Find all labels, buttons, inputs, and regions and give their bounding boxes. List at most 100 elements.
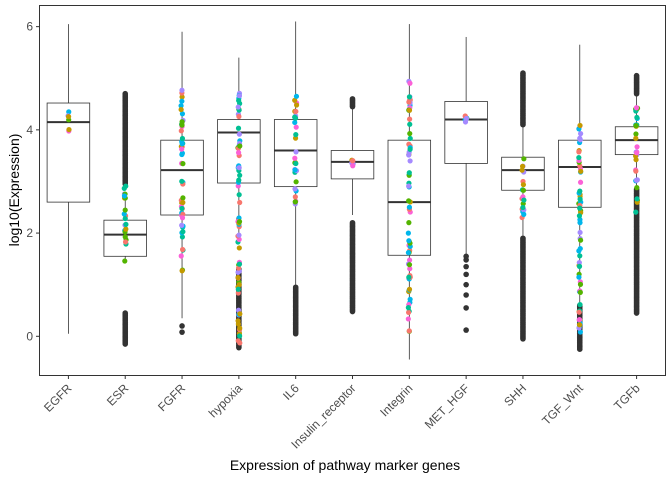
data-point [292,167,298,173]
data-point [179,205,185,212]
data-point [179,111,186,117]
data-point [292,194,298,200]
data-point [520,187,527,193]
data-point [179,87,185,93]
data-point [407,135,413,142]
data-point [577,196,583,202]
data-point [292,199,298,205]
data-point [407,158,413,164]
data-point [179,146,185,152]
data-point [294,102,300,108]
data-point [634,185,640,191]
data-point [237,199,243,206]
data-point [235,269,241,275]
data-point [236,282,242,288]
outlier-point [463,327,469,333]
x-tick-label: ESR [104,381,132,409]
data-point [634,144,640,150]
data-point [407,146,413,152]
outlier-point [520,235,526,242]
data-point [407,121,413,127]
data-point [521,197,527,203]
data-point [180,199,186,206]
data-point [633,157,639,163]
outlier-point [179,323,185,329]
data-point [407,80,413,86]
data-point [293,179,299,185]
data-point [576,154,582,161]
data-point [405,230,411,236]
x-tick-label: FGFR [155,381,188,414]
data-point [405,250,412,256]
data-point [292,186,298,192]
data-point [123,221,129,227]
data-point [235,104,241,110]
data-point [406,328,412,334]
data-point [235,150,242,156]
data-point [236,177,242,183]
data-point [236,165,242,171]
data-point [65,113,72,120]
data-point [576,263,583,269]
data-point [577,229,583,236]
y-tick-label: 6 [26,20,33,34]
data-point [406,238,412,244]
x-tick-label: EGFR [41,381,75,415]
outlier-point [122,310,129,316]
jitter-layer [65,78,641,346]
data-point [634,177,640,183]
data-point [235,274,241,281]
data-point [406,99,412,105]
data-point [407,296,413,302]
data-point [407,266,413,272]
data-point [235,318,241,324]
data-point [633,131,639,137]
outlier-point [463,292,469,298]
y-tick-label: 2 [26,226,33,240]
data-point [634,196,640,202]
data-point [406,94,413,100]
data-point [406,170,412,176]
data-point [578,131,584,137]
data-point [66,109,72,115]
data-point [634,114,640,121]
data-point [633,209,639,215]
data-point [237,172,243,178]
data-point [179,98,185,104]
data-point [577,302,583,308]
data-point [122,234,128,240]
data-point [293,93,300,99]
data-point [633,168,639,174]
data-point [576,309,582,315]
data-point [293,132,299,138]
data-point [293,149,299,155]
data-point [178,106,184,113]
data-point [519,167,525,173]
y-tick-label: 0 [26,329,33,343]
data-point [293,160,299,167]
data-point [235,286,241,292]
outlier-point [463,263,469,270]
data-point [293,124,299,130]
data-point [577,122,583,129]
data-point [236,232,242,238]
data-point [577,253,583,259]
data-point [577,245,583,252]
box-MET_HGF [444,101,488,164]
y-tick-label: 4 [26,123,33,137]
data-point [179,234,185,240]
data-point [576,149,582,155]
x-tick-label: Integrin [377,381,415,419]
data-point [235,125,242,131]
outlier-point [463,253,469,260]
data-point [406,257,413,263]
data-point [576,316,583,323]
data-point [179,215,186,221]
data-point [406,116,413,122]
data-point [406,274,412,280]
data-point [122,258,128,264]
data-point [406,262,413,268]
data-point [237,325,243,331]
data-point [237,143,243,149]
